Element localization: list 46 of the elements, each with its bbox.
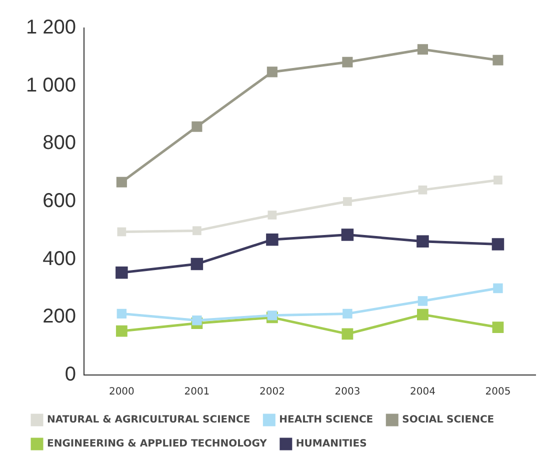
y-tick-label: 1 200 — [26, 16, 76, 39]
point — [417, 44, 428, 55]
point — [268, 210, 277, 220]
point — [266, 66, 278, 78]
legend-label: ENGINEERING & APPLIED TECHNOLOGY — [47, 438, 268, 450]
point — [417, 308, 428, 320]
y-tick-label: 0 — [64, 364, 76, 386]
point — [116, 325, 128, 337]
x-tick-label: 2005 — [485, 386, 511, 398]
point — [192, 226, 202, 236]
point — [116, 266, 128, 279]
point — [267, 310, 278, 320]
legend-label: HEALTH SCIENCE — [279, 414, 374, 426]
point — [192, 315, 202, 326]
point — [116, 308, 127, 319]
x-tick-label: 2002 — [259, 386, 285, 398]
x-tick-label: 2000 — [108, 386, 134, 398]
y-tick-label: 400 — [42, 248, 76, 270]
x-tick-label: 2004 — [410, 386, 436, 398]
legend-label: NATURAL & AGRICULTURAL SCIENCE — [47, 414, 250, 426]
point — [116, 176, 127, 188]
y-tick-label: 1 000 — [26, 74, 76, 96]
point — [494, 176, 502, 185]
point — [416, 235, 429, 248]
point — [342, 56, 353, 68]
point — [343, 197, 352, 206]
legend-label: SOCIAL SCIENCE — [402, 414, 494, 426]
x-tick-label: 2003 — [334, 386, 360, 398]
point — [117, 227, 126, 236]
point — [492, 238, 504, 250]
point — [192, 121, 202, 132]
point — [341, 228, 354, 241]
point — [492, 54, 504, 66]
y-tick-label: 800 — [42, 132, 76, 154]
y-tick-label: 200 — [42, 306, 76, 328]
point — [492, 322, 504, 333]
point — [342, 328, 354, 340]
point — [493, 283, 503, 294]
y-tick-label: 600 — [42, 190, 76, 212]
point — [266, 234, 278, 246]
legend-label: HUMANITIES — [296, 438, 367, 450]
x-tick-label: 2001 — [184, 386, 210, 398]
point — [190, 258, 204, 270]
point — [418, 296, 428, 306]
point — [418, 186, 428, 194]
point — [342, 308, 352, 319]
